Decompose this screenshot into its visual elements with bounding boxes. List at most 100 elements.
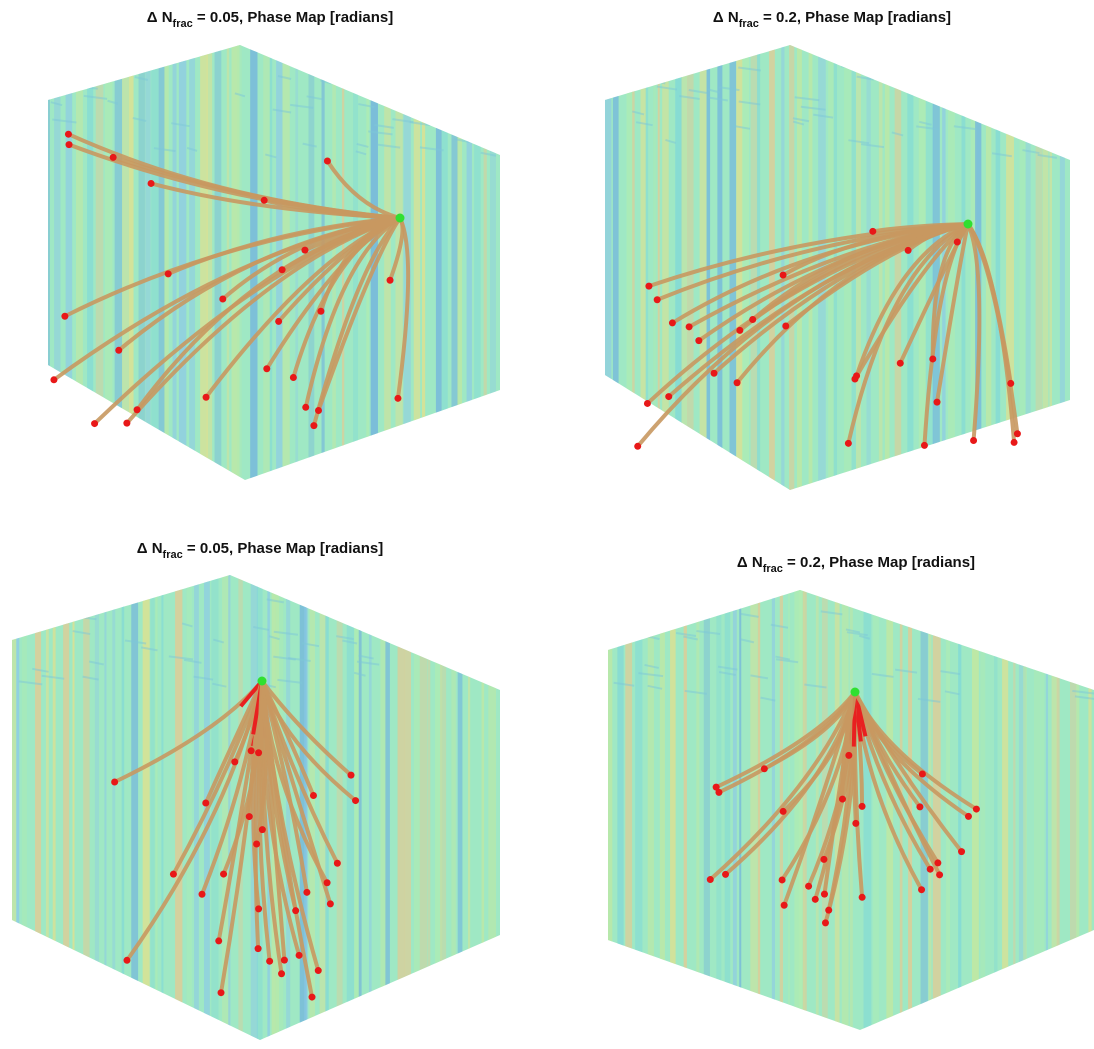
top-texture [940,78,965,84]
phase-stripe [104,45,113,480]
top-texture [336,635,354,641]
phase-stripe [617,590,624,1030]
end-point [295,951,303,959]
trajectory [171,679,264,877]
phase-stripe [441,45,448,480]
end-point [634,442,642,450]
top-texture [891,131,904,137]
end-point [220,870,228,878]
phase-stripe [63,575,70,1040]
end-point [326,900,334,908]
trajectory [966,222,982,443]
trajectory [780,690,857,882]
cube-panel [48,45,500,480]
top-texture [917,697,941,703]
top-texture [403,82,418,88]
phase-stripe [45,575,49,1040]
top-texture [845,628,861,634]
top-texture [631,110,645,116]
title-rest: = 0.05, Phase Map [radians] [193,9,394,26]
top-texture [358,654,374,660]
phase-stripe [282,45,290,480]
top-texture [775,658,799,664]
end-point [275,317,283,325]
end-point [202,393,210,401]
top-texture [972,64,985,70]
top-texture [266,598,285,604]
end-point [314,407,322,415]
top-texture [88,660,104,666]
phase-stripe [716,590,722,1030]
trajectory [666,222,970,399]
trajectory [854,222,970,378]
end-point [111,778,119,786]
end-point [920,441,928,449]
phase-stripe [1049,45,1052,490]
top-texture [368,130,393,136]
phase-stripe [612,45,619,490]
top-texture [1003,643,1020,649]
phase-stripe [122,45,130,480]
phase-stripe [457,575,463,1040]
top-texture [168,655,194,661]
trajectory [220,216,402,302]
end-point [386,276,394,284]
phase-stripe [653,45,657,490]
end-point [779,271,787,279]
top-texture [480,151,497,157]
phase-stripe [325,575,329,1040]
end-point [811,895,819,903]
top-texture [429,607,455,613]
phase-stripe [35,575,42,1040]
top-texture [445,659,457,665]
end-point [308,993,316,1001]
phase-stripe [640,45,646,490]
top-texture [1029,128,1053,134]
phase-stripe [395,45,403,480]
phase-stripe [194,575,199,1040]
phase-stripe [48,45,51,480]
phase-stripe [114,45,123,480]
title-prefix: Δ N [137,540,163,557]
phase-stripe [1006,45,1014,490]
top-texture [181,622,193,628]
phase-stripe [286,575,291,1040]
phase-stripe [1035,45,1043,490]
phase-stripe [83,575,90,1040]
end-point [653,296,661,304]
end-point [50,376,58,384]
end-point [934,859,942,867]
end-point [323,157,331,165]
end-point [838,795,846,803]
top-texture [107,99,119,105]
top-texture [358,103,375,109]
top-texture [613,681,635,687]
phase-stripe [994,590,998,1030]
top-texture [738,100,761,106]
top-texture [393,103,417,109]
phase-stripe [1025,45,1031,490]
phase-stripe [21,575,27,1040]
phase-stripe [435,45,442,480]
trajectory [646,222,970,289]
phase-stripe [236,45,242,480]
phase-stripe [878,45,883,490]
phase-stripe [151,45,159,480]
phase-stripe [681,45,688,490]
phase-stripe [1070,590,1077,1030]
phase-stripe [1059,45,1065,490]
phase-stripe [659,590,665,1030]
end-point [278,970,286,978]
top-texture [488,77,500,83]
phase-stripe [844,45,852,490]
end-point [309,792,317,800]
top-texture [153,147,176,153]
top-texture [427,611,450,617]
top-texture [846,631,868,637]
phase-stripe [164,45,169,480]
top-texture [1018,624,1044,630]
phase-stripe [75,45,83,480]
end-point [394,394,402,402]
top-texture [112,599,129,604]
